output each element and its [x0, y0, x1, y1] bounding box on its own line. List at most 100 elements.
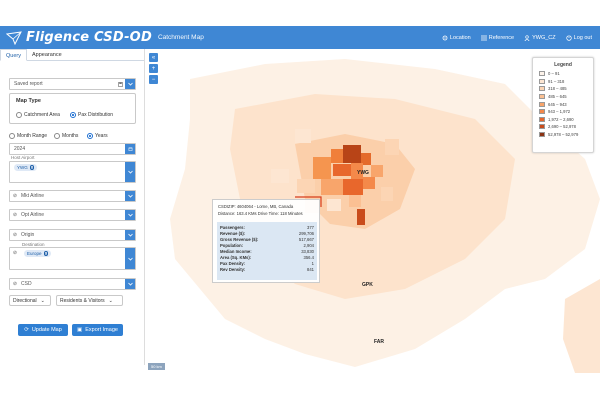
stat-value: 2,904: [303, 242, 314, 248]
stat-key: Passengers:: [220, 224, 245, 230]
legend-item: 318 – 485: [539, 85, 593, 93]
nav-user-label: YWG_CZ: [532, 34, 556, 41]
remove-chip-icon[interactable]: ×: [29, 165, 35, 170]
csd-block: [331, 149, 343, 163]
collapse-panel-icon[interactable]: «: [149, 53, 158, 62]
tab-query[interactable]: Query: [0, 49, 27, 61]
radio-catchment-area-label: Catchment Area: [24, 112, 60, 118]
map-view[interactable]: « + − YWG GPK FAR CSDIZIP: 4604064 - Lor…: [145, 49, 600, 373]
csd-block: [271, 169, 289, 183]
legend-item: 0 – 91: [539, 70, 593, 78]
tooltip-row: Area (Sq. KMs): 356.4: [220, 254, 314, 260]
legend-swatch: [539, 132, 545, 138]
legend-label: 1,972 – 2,690: [548, 116, 574, 122]
destination-chip-label: Europe: [27, 251, 42, 256]
direction-select[interactable]: Directional ⌄: [9, 295, 51, 306]
nav-logout[interactable]: Log out: [566, 34, 592, 41]
mkt-airline-placeholder: Mkt Airline: [21, 193, 45, 199]
opt-airline-select[interactable]: ⊘ Opt Airline: [9, 209, 136, 221]
legend-label: 91 – 318: [548, 78, 565, 84]
chevron-down-icon[interactable]: [125, 279, 135, 289]
legend-swatch: [539, 94, 545, 100]
legend-swatch: [539, 116, 545, 122]
direction-value: Directional: [13, 297, 37, 304]
zoom-out-icon[interactable]: −: [149, 75, 158, 84]
saved-report-select[interactable]: Saved report: [9, 78, 136, 90]
legend-label: 645 – 943: [548, 101, 567, 107]
chevron-down-icon[interactable]: [125, 79, 135, 89]
origin-placeholder: Origin: [21, 232, 35, 238]
legend-item: 943 – 1,972: [539, 108, 593, 116]
csd-block: [295, 129, 311, 143]
csd-block: [351, 163, 363, 179]
zoom-in-icon[interactable]: +: [149, 64, 158, 73]
tooltip-row: Pax Density: 1: [220, 261, 314, 267]
nav-location[interactable]: Location: [442, 35, 471, 41]
nav-user[interactable]: YWG_CZ: [524, 35, 556, 41]
destination-field[interactable]: ⊘ Europe ×: [9, 247, 136, 270]
radio-pax-distribution[interactable]: Pax Distribution: [70, 112, 113, 118]
stat-value: 356.4: [303, 255, 314, 261]
csd-block: [321, 179, 343, 195]
brand-name: Fligence CSD-OD: [26, 30, 152, 45]
radio-months-label: Months: [62, 133, 79, 139]
remove-chip-icon[interactable]: ×: [43, 251, 49, 256]
stat-value: 841: [307, 267, 314, 273]
chevron-down-icon: ⌄: [40, 297, 45, 304]
csd-block: [333, 164, 351, 176]
tooltip-row: Revenue ($): 299,706: [220, 230, 314, 236]
stat-key: Median Income:: [220, 248, 252, 254]
logo: Fligence CSD-OD Catchment Map: [6, 30, 204, 45]
csd-placeholder: CSD: [21, 281, 32, 287]
logout-icon: [566, 34, 572, 41]
choropleth-map[interactable]: [145, 49, 600, 373]
radio-circle-selected: [70, 112, 76, 118]
radio-month-range[interactable]: Month Range: [9, 133, 47, 139]
airport-label-far: FAR: [374, 339, 384, 345]
host-airport-field[interactable]: YWG ×: [9, 161, 136, 183]
chevron-down-icon[interactable]: [125, 230, 135, 240]
csd-block: [385, 139, 399, 155]
nav-reference[interactable]: Reference: [480, 35, 514, 41]
mkt-airline-select[interactable]: ⊘ Mkt Airline: [9, 190, 136, 202]
legend-label: 943 – 1,972: [548, 109, 571, 115]
residents-select[interactable]: Residents & Visitors ⌄: [56, 295, 123, 306]
calendar-icon[interactable]: [125, 144, 135, 154]
chevron-down-icon[interactable]: [125, 210, 135, 220]
stat-value: 33,830: [301, 248, 314, 254]
stat-value: 517,667: [298, 236, 314, 242]
legend-swatch: [539, 124, 545, 130]
residents-value: Residents & Visitors: [60, 297, 105, 304]
year-value: 2024: [14, 146, 26, 152]
legend-swatch: [539, 71, 545, 77]
radio-months[interactable]: Months: [54, 133, 78, 139]
update-map-button[interactable]: ⟳ Update Map: [18, 324, 68, 336]
radio-years[interactable]: Years: [87, 133, 108, 139]
destination-chip[interactable]: Europe ×: [24, 250, 52, 257]
csd-block: [343, 145, 361, 163]
legend-swatch: [539, 86, 545, 92]
stat-key: Revenue ($):: [220, 230, 246, 236]
chevron-down-icon[interactable]: [125, 248, 135, 269]
year-field[interactable]: 2024: [9, 143, 136, 155]
legend-label: 0 – 91: [548, 71, 560, 77]
csd-select[interactable]: ⊘ CSD: [9, 278, 136, 290]
chevron-down-icon[interactable]: [125, 162, 135, 182]
tab-appearance[interactable]: Appearance: [31, 52, 62, 58]
radio-circle: [54, 133, 60, 139]
chevron-down-icon[interactable]: [125, 191, 135, 201]
csd-tooltip: CSDIZIP: 4604064 - Lorne, MB, Canada Dis…: [212, 199, 320, 283]
export-image-button[interactable]: ▣ Export Image: [72, 324, 123, 336]
radio-month-range-label: Month Range: [17, 133, 48, 139]
tooltip-stats: Passengers: 377 Revenue ($): 299,706 Gross…: [217, 222, 317, 280]
radio-catchment-area[interactable]: Catchment Area: [16, 112, 60, 118]
top-nav: Location Reference YWG_CZ Log out: [442, 26, 592, 49]
host-airport-chip[interactable]: YWG ×: [14, 164, 38, 171]
legend-label: 52,978 – 52,979: [548, 132, 579, 138]
radio-circle-selected: [87, 133, 93, 139]
stat-key: Area (Sq. KMs):: [220, 255, 252, 261]
legend-item: 1,972 – 2,690: [539, 116, 593, 124]
save-icon[interactable]: [115, 81, 125, 87]
origin-select[interactable]: ⊘ Origin: [9, 229, 136, 241]
tooltip-title: CSDIZIP: 4604064 - Lorne, MB, Canada: [218, 204, 294, 209]
